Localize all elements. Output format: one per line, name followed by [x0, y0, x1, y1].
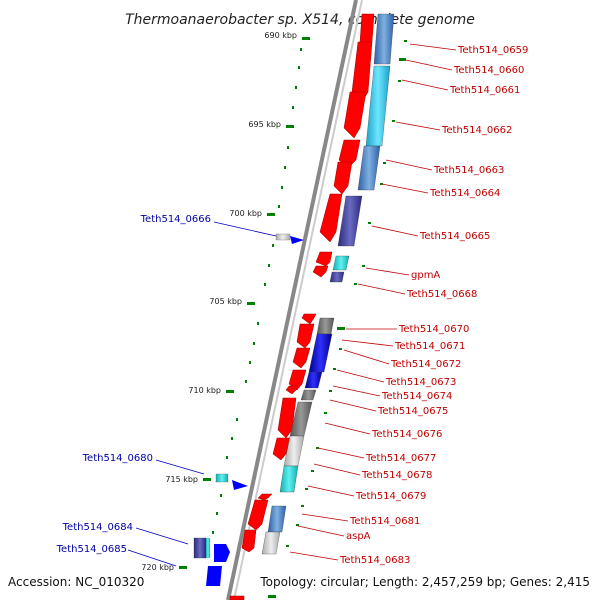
gene-arrow-0665[interactable]: [319, 193, 343, 243]
gene-label[interactable]: gpmA: [411, 270, 440, 281]
domain-light-0683: [261, 531, 281, 555]
forward-genes: [229, 13, 375, 600]
domain-blue-0663: [357, 145, 381, 191]
gene-arrow-0663[interactable]: [338, 139, 361, 169]
gene-label[interactable]: Teth514_0678: [361, 470, 432, 481]
domain-blue-0681: [267, 505, 287, 533]
gene-arrow-0674[interactable]: [285, 385, 299, 395]
gene-arrow-0672[interactable]: [292, 347, 311, 369]
tick-label-720: 720 kbp: [141, 563, 174, 572]
gene-arrow-0680[interactable]: [232, 480, 248, 490]
scale-ticks: 690 kbp 695 kbp 700 kbp 705 kbp 710 kbp …: [141, 31, 310, 572]
gene-label[interactable]: Teth514_0668: [406, 289, 477, 300]
gene-arrow-gpmA[interactable]: [315, 251, 333, 267]
gene-labels-left: Teth514_0666 Teth514_0680 Teth514_0684 T…: [56, 214, 211, 555]
gene-0684-stripe: [206, 538, 210, 558]
tick-label-690: 690 kbp: [264, 31, 297, 40]
gene-label[interactable]: Teth514_0675: [377, 406, 448, 417]
gene-label[interactable]: Teth514_0660: [453, 65, 524, 76]
tick-label-705: 705 kbp: [209, 297, 242, 306]
gene-labels-right: Teth514_0659 Teth514_0660 Teth514_0661 T…: [339, 45, 528, 566]
gene-arrow-0679[interactable]: [257, 493, 273, 501]
gene-label[interactable]: Teth514_0671: [394, 341, 465, 352]
gene-arrow-0668[interactable]: [312, 265, 329, 278]
domain-grey-0670: [316, 317, 335, 335]
domain-blue-0659: [373, 13, 395, 65]
gene-label[interactable]: Teth514_0685: [56, 544, 127, 555]
gene-label[interactable]: Teth514_0676: [371, 429, 442, 440]
tick-label-715: 715 kbp: [165, 475, 198, 484]
tick-label-695: 695 kbp: [248, 120, 281, 129]
gene-arrow-0685[interactable]: [206, 566, 222, 586]
domain-marine-0672: [308, 333, 333, 373]
gene-label[interactable]: Teth514_0674: [381, 391, 452, 402]
reverse-genes: [193, 233, 304, 586]
gene-arrow-0686[interactable]: [229, 595, 245, 600]
gene-label[interactable]: Teth514_0664: [429, 188, 500, 199]
domain-purple-0665: [337, 195, 363, 247]
gene-label[interactable]: Teth514_0666: [140, 214, 211, 225]
tick-label-700: 700 kbp: [229, 209, 262, 218]
domain-bars: [261, 13, 395, 555]
gene-label[interactable]: Teth514_0684: [62, 522, 133, 533]
accession-text: Accession: NC_010320: [8, 575, 144, 589]
gene-arrow-aspA[interactable]: [241, 529, 257, 553]
gene-arrow-0677[interactable]: [272, 437, 291, 461]
gene-arrow-0666[interactable]: [290, 236, 304, 244]
leader-lines-left: [127, 221, 277, 567]
gene-arrow-0684[interactable]: [214, 544, 230, 562]
domain-cyan-0661: [365, 65, 391, 147]
gene-label[interactable]: Teth514_0683: [339, 555, 410, 566]
gene-label[interactable]: aspA: [346, 531, 371, 542]
domain-grey-0675: [300, 389, 317, 401]
domain-marine-0673: [304, 371, 323, 389]
gene-label[interactable]: Teth514_0679: [355, 491, 426, 502]
leader-lines-right: [289, 43, 457, 561]
right-ruler-dots: [268, 40, 407, 598]
gene-label[interactable]: Teth514_0662: [441, 125, 512, 136]
genome-title: Thermoanaerobacter sp. X514, complete ge…: [125, 12, 475, 28]
topology-text: Topology: circular; Length: 2,457,259 bp…: [259, 575, 590, 589]
gene-arrow-0664[interactable]: [333, 161, 353, 195]
gene-label[interactable]: Teth514_0680: [82, 453, 153, 464]
gene-arrow-0662[interactable]: [343, 91, 367, 139]
gene-label[interactable]: Teth514_0681: [349, 516, 420, 527]
gene-label[interactable]: Teth514_0659: [457, 45, 528, 56]
gene-label[interactable]: Teth514_0677: [365, 453, 436, 464]
gene-0680-box: [215, 473, 229, 483]
gene-arrow-0676[interactable]: [277, 397, 297, 439]
tick-label-710: 710 kbp: [188, 386, 221, 395]
gene-arrow-0681[interactable]: [247, 499, 269, 531]
domain-purple-0668: [329, 271, 345, 283]
gene-0684-box: [193, 537, 207, 559]
gene-label[interactable]: Teth514_0661: [449, 85, 520, 96]
domain-teal-gpmA: [332, 255, 350, 271]
gene-label[interactable]: Teth514_0670: [398, 324, 469, 335]
gene-arrow-0671[interactable]: [296, 323, 315, 349]
gene-label[interactable]: Teth514_0672: [390, 359, 461, 370]
domain-teal-0679: [279, 465, 299, 493]
genome-backbone: [226, 0, 363, 600]
gene-0666-box: [275, 233, 291, 241]
gene-label[interactable]: Teth514_0663: [433, 165, 504, 176]
ruler-dots: [207, 48, 302, 554]
gene-arrow-0670[interactable]: [301, 313, 317, 325]
gene-label[interactable]: Teth514_0665: [419, 231, 490, 242]
gene-label[interactable]: Teth514_0673: [385, 377, 456, 388]
gene-arrow-0673[interactable]: [288, 369, 307, 391]
